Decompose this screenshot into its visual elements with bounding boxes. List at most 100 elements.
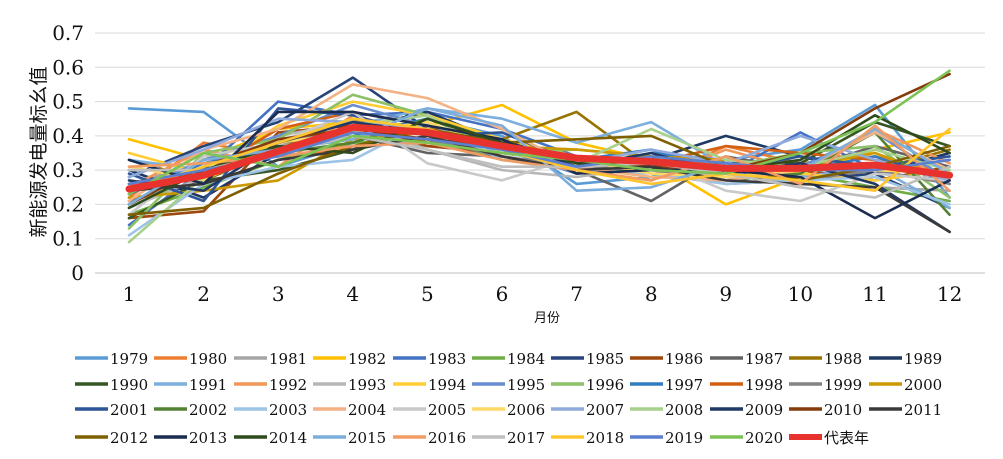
legend-label: 1986 — [665, 350, 703, 368]
legend-label: 2018 — [586, 429, 624, 447]
legend-label: 2009 — [745, 401, 783, 419]
legend-label: 2005 — [428, 401, 466, 419]
legend-item-1984: 1984 — [472, 350, 545, 368]
legend-label: 2010 — [824, 401, 862, 419]
x-tick-label: 1 — [123, 282, 136, 306]
y-tick-label: 0.3 — [52, 158, 84, 182]
legend-label: 1984 — [507, 350, 545, 368]
legend-item-2012: 2012 — [75, 429, 148, 447]
legend-item-1999: 1999 — [789, 376, 862, 394]
y-tick-label: 0.7 — [52, 21, 84, 45]
legend-label: 2013 — [189, 429, 227, 447]
legend-item-2020: 2020 — [710, 429, 783, 447]
legend-item-代表年: 代表年 — [789, 429, 869, 447]
legend-item-1982: 1982 — [313, 350, 386, 368]
legend-label: 2016 — [428, 429, 466, 447]
series-line-2018 — [127, 117, 951, 192]
legend-item-1988: 1988 — [789, 350, 862, 368]
legend-item-2017: 2017 — [472, 429, 545, 447]
legend-item-1980: 1980 — [154, 350, 227, 368]
legend-label: 2019 — [665, 429, 703, 447]
legend-item-1989: 1989 — [869, 350, 942, 368]
legend-label: 1990 — [110, 376, 148, 394]
x-tick-label: 9 — [719, 282, 732, 306]
legend-item-2010: 2010 — [789, 401, 862, 419]
legend-item-2003: 2003 — [234, 401, 307, 419]
x-axis-ticks: 1 2 3 4 5 6 7 8 9 10 11 12 — [123, 282, 963, 306]
legend-item-1994: 1994 — [393, 376, 466, 394]
legend-label: 1997 — [665, 376, 703, 394]
legend-label: 2017 — [507, 429, 545, 447]
legend-label: 1983 — [428, 350, 466, 368]
legend-item-2011: 2011 — [869, 401, 942, 419]
legend-label: 2007 — [586, 401, 624, 419]
legend-item-2015: 2015 — [313, 429, 386, 447]
legend-label: 2001 — [110, 401, 148, 419]
legend-item-2001: 2001 — [75, 401, 148, 419]
x-tick-label: 5 — [421, 282, 434, 306]
legend-label: 1993 — [348, 376, 386, 394]
legend-label: 2014 — [269, 429, 307, 447]
legend-item-1991: 1991 — [154, 376, 227, 394]
x-tick-label: 10 — [788, 282, 813, 306]
legend-item-2016: 2016 — [393, 429, 466, 447]
y-tick-label: 0 — [71, 261, 84, 285]
y-tick-label: 0.4 — [52, 124, 84, 148]
legend-item-2014: 2014 — [234, 429, 307, 447]
legend-label: 2003 — [269, 401, 307, 419]
legend-label: 1995 — [507, 376, 545, 394]
legend-item-2009: 2009 — [710, 401, 783, 419]
legend-item-1996: 1996 — [551, 376, 624, 394]
x-axis-label: 月份 — [534, 311, 560, 326]
legend-label: 1991 — [189, 376, 227, 394]
legend-item-2019: 2019 — [630, 429, 703, 447]
x-tick-label: 2 — [197, 282, 210, 306]
legend-item-1997: 1997 — [630, 376, 703, 394]
legend-label: 1992 — [269, 376, 307, 394]
legend-label: 2011 — [904, 401, 942, 419]
y-tick-label: 0.6 — [52, 55, 84, 79]
x-tick-label: 6 — [496, 282, 509, 306]
legend-item-1983: 1983 — [393, 350, 466, 368]
x-tick-label: 11 — [862, 282, 887, 306]
x-tick-label: 8 — [645, 282, 658, 306]
legend-item-1995: 1995 — [472, 376, 545, 394]
legend-item-1987: 1987 — [710, 350, 783, 368]
legend-label: 1979 — [110, 350, 148, 368]
legend-item-1992: 1992 — [234, 376, 307, 394]
x-tick-label: 4 — [346, 282, 359, 306]
legend-item-2018: 2018 — [551, 429, 624, 447]
legend-item-2013: 2013 — [154, 429, 227, 447]
legend-label: 2020 — [745, 429, 783, 447]
legend-label: 1994 — [428, 376, 466, 394]
legend: 1979 1980 1981 1982 1983 1984 1985 1986 1987 1988… — [75, 350, 942, 447]
legend-label: 1989 — [904, 350, 942, 368]
legend-label: 1980 — [189, 350, 227, 368]
legend-item-1993: 1993 — [313, 376, 386, 394]
legend-item-2005: 2005 — [393, 401, 466, 419]
legend-item-1990: 1990 — [75, 376, 148, 394]
legend-label: 2002 — [189, 401, 227, 419]
x-tick-label: 3 — [272, 282, 285, 306]
legend-item-1986: 1986 — [630, 350, 703, 368]
legend-item-1998: 1998 — [710, 376, 783, 394]
legend-item-2004: 2004 — [313, 401, 386, 419]
x-tick-label: 12 — [937, 282, 962, 306]
y-tick-label: 0.2 — [52, 192, 84, 216]
y-tick-label: 0.5 — [52, 90, 84, 114]
x-tick-label: 7 — [570, 282, 583, 306]
legend-label: 1996 — [586, 376, 624, 394]
legend-item-2000: 2000 — [869, 376, 942, 394]
legend-label: 2012 — [110, 429, 148, 447]
legend-item-2008: 2008 — [630, 401, 703, 419]
series-lines — [125, 69, 954, 244]
legend-item-1981: 1981 — [234, 350, 307, 368]
legend-label: 2006 — [507, 401, 545, 419]
legend-label: 1999 — [824, 376, 862, 394]
legend-item-1979: 1979 — [75, 350, 148, 368]
series-line-2012 — [127, 127, 951, 216]
legend-label: 代表年 — [824, 429, 869, 447]
legend-label: 1998 — [745, 376, 783, 394]
legend-label: 1985 — [586, 350, 624, 368]
